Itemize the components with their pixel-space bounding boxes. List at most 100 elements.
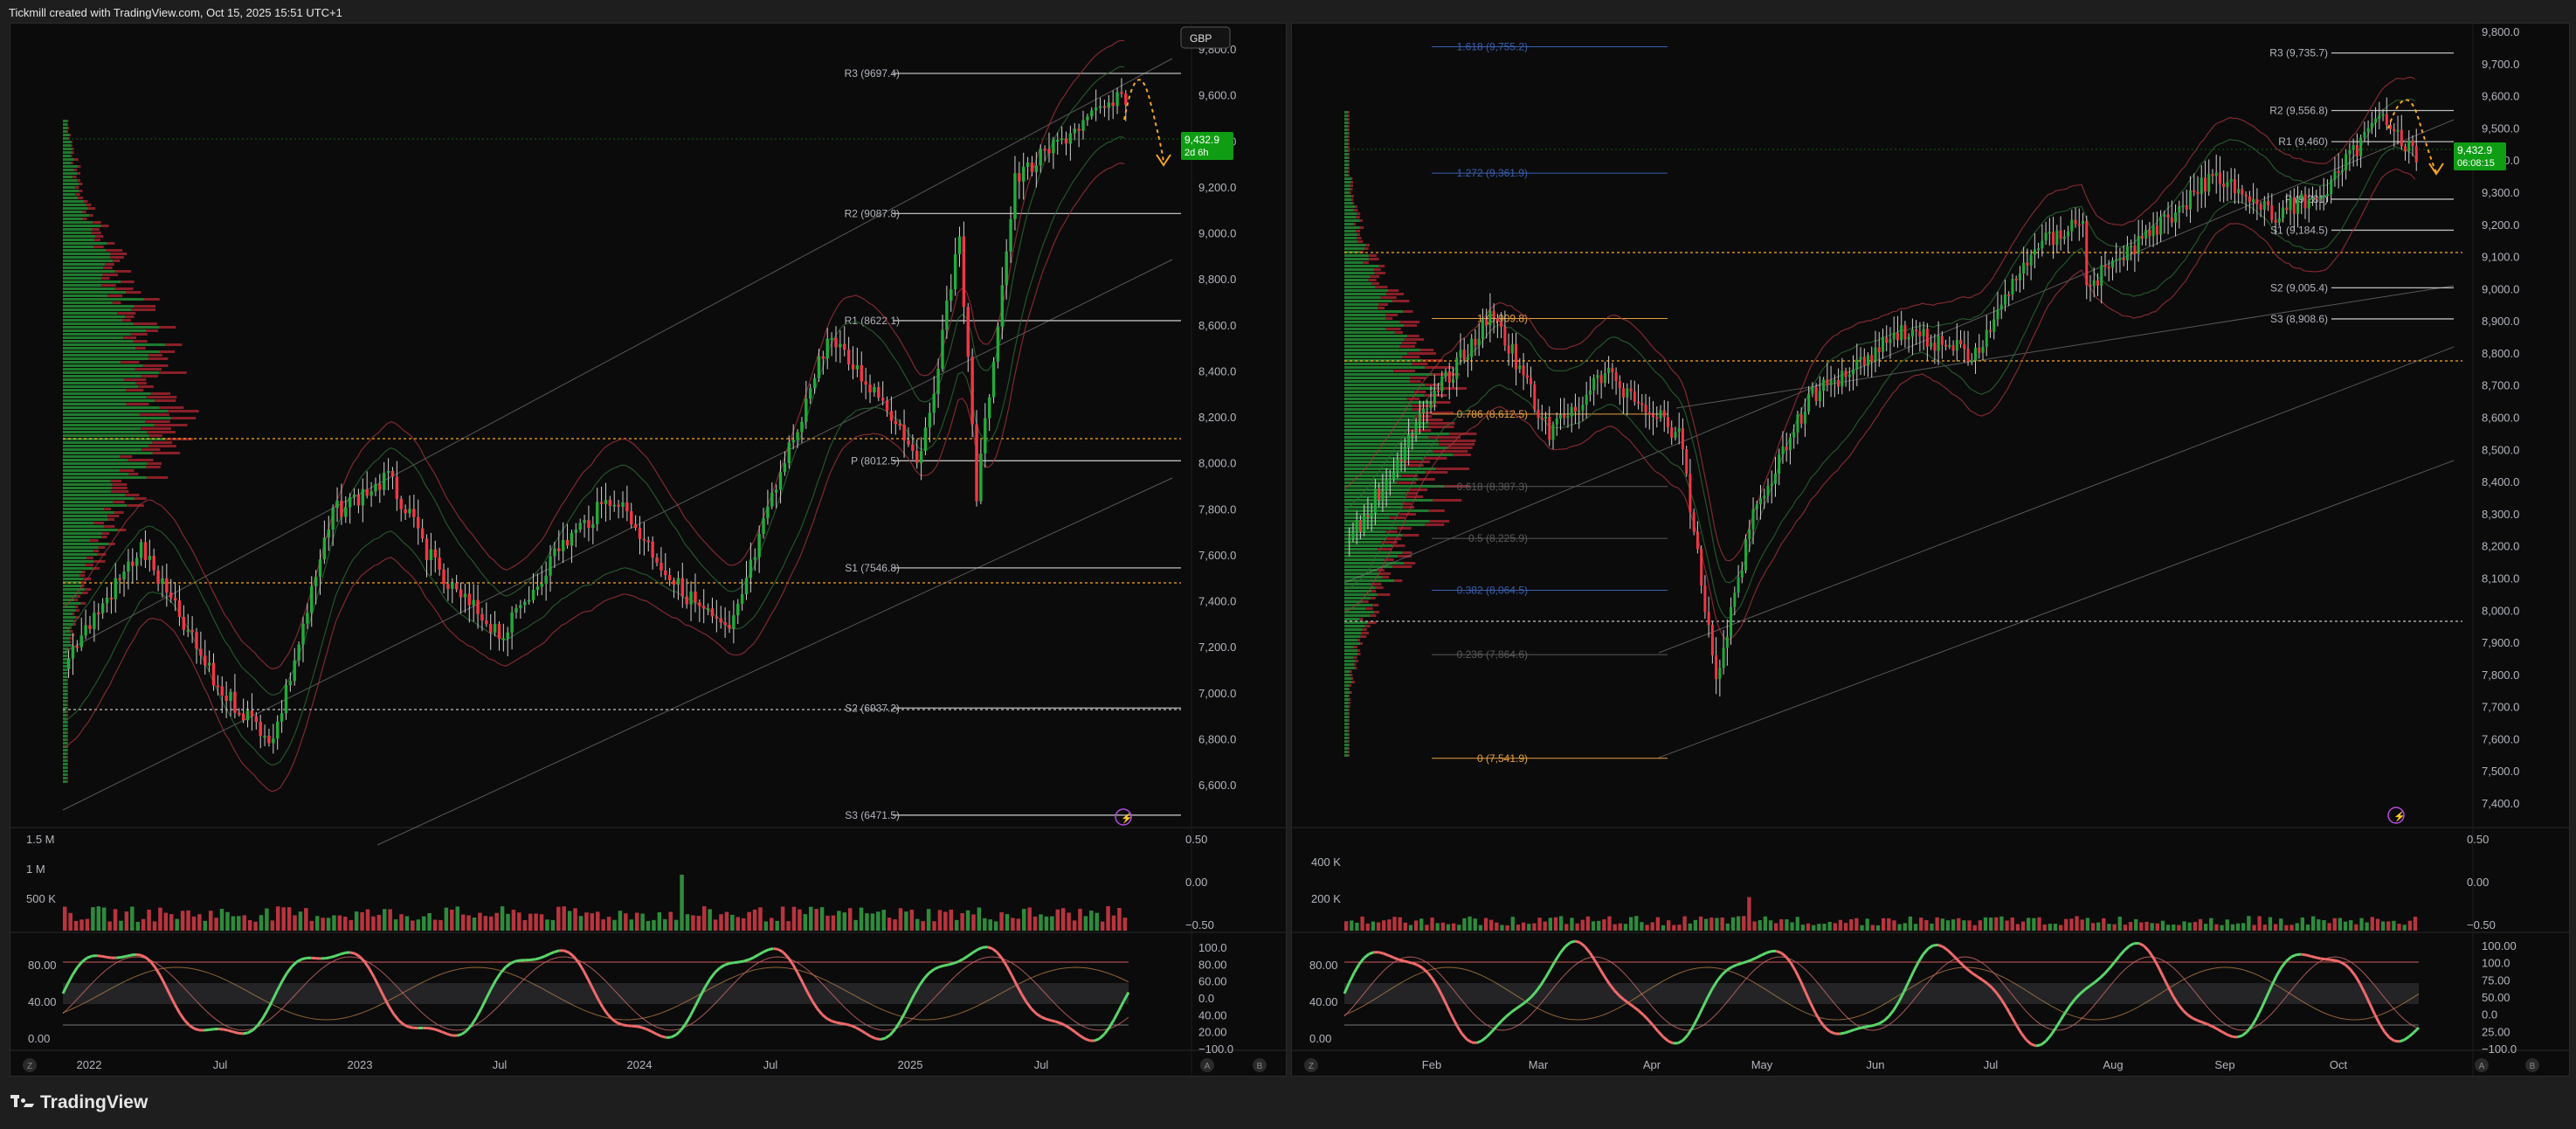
- left-volume-profile-bar-buy: [63, 546, 99, 549]
- right-volume-profile-bar-buy: [1344, 663, 1355, 666]
- left-chart-canvas[interactable]: R3 (9697.4)R2 (9087.8)R1 (8622.1)P (8012…: [10, 24, 1286, 1076]
- left-volume-profile-bar-sell: [70, 627, 72, 629]
- right-volume-profile-bar-buy: [1344, 709, 1349, 711]
- right-oscillator-main: [2074, 993, 2082, 1000]
- right-volume-profile-bar-sell: [1348, 712, 1350, 715]
- right-candle: [2062, 236, 2066, 239]
- left-price-badge-countdown: 2d 6h: [1184, 148, 1209, 158]
- left-candle: [962, 236, 966, 308]
- right-chart-canvas[interactable]: 1.618 (9,755.2)1.272 (9,361.9)1 (8,909.8…: [1292, 24, 2569, 1076]
- left-oscillator-main: [768, 947, 774, 952]
- left-volume-profile-bar-buy: [63, 190, 79, 192]
- right-oscillator-main: [1500, 1015, 1508, 1022]
- left-candle: [1111, 102, 1115, 107]
- left-volume-profile-bar-buy: [63, 382, 136, 384]
- left-volume-profile-bar-buy: [63, 644, 72, 647]
- osc-right-axis-label: 40.00: [1198, 1008, 1227, 1022]
- left-candle: [979, 453, 983, 502]
- left-candle: [685, 596, 688, 605]
- right-oscillator-main: [1804, 991, 1812, 1004]
- volume-right-axis-label: 0.00: [2467, 876, 2489, 889]
- right-candle: [1847, 374, 1851, 377]
- left-oscillator-main: [232, 1030, 238, 1035]
- right-candle: [1629, 388, 1633, 391]
- right-oscillator-main: [1623, 998, 1630, 1005]
- osc-right-axis-label: 20.00: [1198, 1026, 1227, 1039]
- right-volume-bar: [2332, 918, 2337, 931]
- left-candle: [79, 635, 83, 648]
- right-oscillator-main: [1461, 1033, 1468, 1041]
- left-volume-profile-bar-sell: [114, 270, 132, 273]
- left-oscillator-main: [460, 1029, 468, 1035]
- left-volume-profile-bar-sell: [134, 305, 156, 308]
- right-candle: [2296, 199, 2300, 214]
- left-volume-bar: [326, 918, 331, 931]
- left-volume-profile-bar-buy: [63, 256, 111, 259]
- right-candle: [1882, 337, 1884, 352]
- left-volume-profile-bar-sell: [131, 308, 155, 311]
- tradingview-logo[interactable]: TradingView: [10, 1092, 148, 1113]
- right-volume-bar: [1446, 924, 1451, 931]
- left-volume-profile-bar-buy: [63, 508, 105, 510]
- left-oscillator-main: [1015, 984, 1023, 995]
- left-volume-profile-bar-buy: [63, 123, 68, 126]
- left-volume-profile-bar-sell: [119, 455, 133, 458]
- left-oscillator-main: [748, 956, 755, 961]
- right-volume-bar: [1495, 922, 1499, 931]
- left-volume-profile-bar-sell: [66, 672, 68, 675]
- right-oscillator-main: [2118, 949, 2126, 957]
- right-candle: [1485, 319, 1488, 326]
- right-oscillator-main: [2280, 959, 2288, 969]
- left-oscillator-main: [1010, 974, 1019, 986]
- right-volume-bar: [1408, 925, 1413, 931]
- right-volume-profile-bar-sell: [1364, 625, 1371, 627]
- right-volume-profile-bar-buy: [1344, 342, 1403, 344]
- left-oscillator-main: [1108, 1019, 1115, 1029]
- left-volume-bar: [265, 908, 269, 931]
- left-volume-bar: [578, 916, 584, 931]
- left-oscillator-main: [611, 1018, 618, 1024]
- right-candle: [2196, 192, 2200, 195]
- right-volume-profile-bar-buy: [1344, 363, 1412, 365]
- left-volume-bar: [736, 917, 741, 931]
- left-volume-profile-bar-buy: [63, 445, 148, 447]
- right-candle: [1378, 488, 1381, 501]
- right-volume-bar: [2128, 922, 2133, 931]
- left-candle: [207, 662, 211, 666]
- right-candle: [1781, 446, 1785, 454]
- left-volume-profile-bar-buy: [63, 532, 102, 535]
- left-candle: [127, 561, 130, 572]
- left-oscillator-main: [1064, 1024, 1071, 1030]
- right-volume-bar: [1978, 920, 1983, 931]
- time-axis-label: Jul: [1984, 1058, 1999, 1071]
- left-candle: [523, 601, 527, 606]
- right-candle: [2007, 294, 2011, 296]
- right-volume-profile-bar-buy: [1344, 440, 1439, 442]
- right-volume-bar: [2407, 920, 2413, 931]
- left-candle: [417, 516, 420, 529]
- left-volume-profile-bar-buy: [63, 543, 109, 545]
- right-chart-panel[interactable]: 1.618 (9,755.2) 1.272 (9,361.9) 1 (8,909.8…: [1291, 23, 2570, 1077]
- left-volume-bar: [360, 911, 364, 931]
- right-volume-profile-bar-sell: [1348, 160, 1350, 163]
- left-oscillator-main: [801, 981, 809, 993]
- right-oscillator-main: [1839, 1031, 1846, 1035]
- left-volume-bar: [309, 920, 314, 931]
- left-volume-profile-bar-buy: [63, 312, 118, 315]
- right-volume-profile-bar-sell: [1348, 118, 1350, 121]
- right-volume-profile-bar-buy: [1344, 230, 1356, 232]
- right-volume-bar: [1553, 917, 1558, 931]
- left-volume-bar: [253, 921, 258, 931]
- left-chart-panel[interactable]: R3 (9697.4) R2 (9087.8) R1 (8622.1) P (8012…: [10, 23, 1287, 1077]
- left-volume-bar: [1078, 908, 1082, 931]
- left-candle: [233, 691, 237, 713]
- right-volume-profile-bar-buy: [1344, 635, 1361, 638]
- left-oscillator-main: [368, 968, 376, 979]
- right-volume-profile-bar-sell: [1402, 551, 1412, 554]
- right-volume-profile-bar-sell: [1378, 548, 1392, 551]
- left-candle: [177, 600, 182, 617]
- left-oscillator-main: [729, 961, 736, 965]
- right-volume-profile-bar-buy: [1344, 223, 1354, 225]
- right-candle: [1662, 410, 1666, 418]
- left-candle: [864, 381, 867, 385]
